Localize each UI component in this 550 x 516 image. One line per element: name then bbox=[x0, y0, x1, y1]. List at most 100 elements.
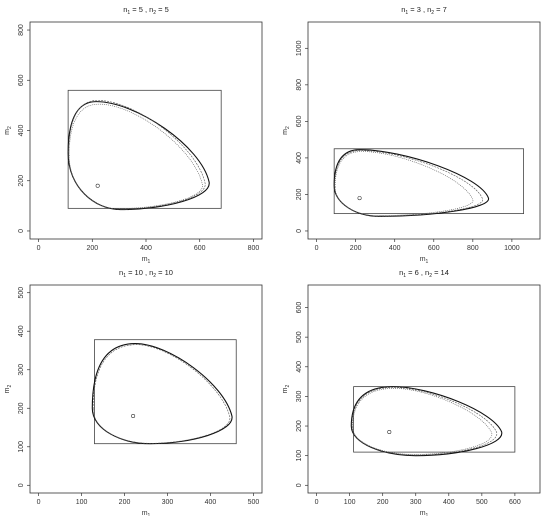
y-axis: 0 100 200 300 400 500 600 m2 bbox=[282, 302, 308, 487]
title-n1-subscript: 1 bbox=[127, 10, 130, 16]
y-axis-label-symbol: m bbox=[282, 129, 289, 135]
title-n1-subscript: 1 bbox=[123, 273, 126, 279]
x-axis-label-subscript: 1 bbox=[148, 259, 151, 265]
title-n2-value: = 14 bbox=[432, 268, 449, 277]
y-tick-label: 600 bbox=[18, 74, 25, 86]
title-n2-value: = 7 bbox=[434, 5, 447, 14]
panel-3: n1 = 10 , n2 = 100 100 200 300 400 500m101002… bbox=[4, 268, 263, 516]
x-axis: 0 200 400 600 800 1000 m1 bbox=[315, 239, 520, 265]
y-tick-label: 300 bbox=[296, 390, 303, 402]
panel-title: n1 = 6 , n2 = 14 bbox=[399, 268, 449, 279]
plot-frame bbox=[29, 21, 263, 240]
y-tick-label: 800 bbox=[18, 24, 25, 36]
panel-4: n1 = 6 , n2 = 140 100 200 300 400 500 600m1010… bbox=[282, 268, 541, 516]
contour-series-1 bbox=[350, 386, 503, 457]
x-axis: 0 200 400 600 800 m1 bbox=[37, 239, 259, 265]
plot-frame bbox=[29, 284, 263, 494]
x-tick-label: 200 bbox=[86, 245, 98, 252]
x-tick-label: 400 bbox=[443, 499, 455, 506]
bounding-rectangle bbox=[67, 89, 222, 209]
x-tick-label: 100 bbox=[76, 499, 88, 506]
y-tick-label: 800 bbox=[296, 79, 303, 91]
contour-series-2 bbox=[334, 150, 483, 217]
y-axis: 0 100 200 300 400 500 m2 bbox=[4, 287, 30, 487]
center-point bbox=[95, 183, 100, 188]
contour-series-2 bbox=[92, 344, 231, 444]
y-tick-label: 1000 bbox=[296, 40, 303, 56]
x-axis-label: m1 bbox=[420, 256, 429, 265]
x-axis-label-subscript: 1 bbox=[426, 259, 429, 265]
panel-2: n1 = 3 , n2 = 70 200 400 600 800 1000m1020040… bbox=[282, 5, 541, 265]
x-tick-label: 400 bbox=[389, 245, 401, 252]
x-tick-label: 800 bbox=[467, 245, 479, 252]
title-n1-symbol: n bbox=[399, 268, 403, 277]
x-tick-label: 200 bbox=[119, 499, 131, 506]
y-tick-label: 400 bbox=[18, 125, 25, 137]
x-tick-label: 0 bbox=[315, 499, 319, 506]
bounding-rectangle bbox=[353, 386, 516, 453]
y-tick-label: 0 bbox=[18, 229, 25, 233]
x-axis: 0 100 200 300 400 500 m1 bbox=[37, 493, 260, 516]
title-n2-subscript: 2 bbox=[431, 10, 434, 16]
x-tick-label: 300 bbox=[410, 499, 422, 506]
y-tick-label: 0 bbox=[18, 483, 25, 487]
x-axis-label-symbol: m bbox=[142, 256, 148, 263]
title-n2-value: = 5 bbox=[156, 5, 169, 14]
center-point bbox=[357, 196, 362, 201]
x-axis: 0 100 200 300 400 500 600 m1 bbox=[315, 493, 521, 516]
title-n1-value: = 3 , n bbox=[408, 5, 431, 14]
center-point bbox=[387, 429, 392, 434]
center-point bbox=[131, 413, 136, 418]
y-axis-label: m2 bbox=[282, 384, 291, 393]
contour-series-1 bbox=[67, 101, 210, 211]
title-n1-value: = 5 , n bbox=[130, 5, 153, 14]
y-tick-label: 200 bbox=[296, 188, 303, 200]
x-tick-label: 1000 bbox=[504, 245, 520, 252]
contour-series-1 bbox=[333, 149, 489, 217]
title-n2-subscript: 2 bbox=[153, 273, 156, 279]
y-tick-label: 600 bbox=[296, 115, 303, 127]
x-tick-label: 600 bbox=[428, 245, 440, 252]
x-tick-label: 100 bbox=[344, 499, 356, 506]
x-tick-label: 600 bbox=[509, 499, 521, 506]
panel-title: n1 = 3 , n2 = 7 bbox=[401, 5, 447, 16]
y-axis-label-subscript: 2 bbox=[7, 126, 13, 129]
title-n1-symbol: n bbox=[119, 268, 123, 277]
title-n1-subscript: 1 bbox=[405, 10, 408, 16]
contour-series-3 bbox=[68, 103, 203, 209]
x-tick-label: 500 bbox=[248, 499, 260, 506]
y-tick-label: 0 bbox=[296, 229, 303, 233]
contour-series-3 bbox=[352, 388, 493, 455]
y-axis: 0 200 400 600 800 m2 bbox=[4, 24, 30, 233]
x-tick-label: 400 bbox=[205, 499, 217, 506]
plot-frame bbox=[307, 21, 541, 240]
y-tick-label: 200 bbox=[296, 420, 303, 432]
x-axis-label-subscript: 1 bbox=[148, 513, 151, 516]
bounding-rectangle bbox=[333, 148, 524, 215]
y-tick-label: 100 bbox=[18, 441, 25, 453]
contour-series-1 bbox=[91, 342, 233, 445]
x-axis-label-symbol: m bbox=[420, 256, 426, 263]
y-tick-label: 200 bbox=[18, 175, 25, 187]
y-axis-label-subscript: 2 bbox=[285, 384, 291, 387]
x-tick-label: 500 bbox=[476, 499, 488, 506]
y-axis-label-symbol: m bbox=[4, 129, 11, 135]
y-axis-label-symbol: m bbox=[282, 387, 289, 393]
x-axis-label: m1 bbox=[142, 510, 151, 516]
title-n1-value: = 6 , n bbox=[406, 268, 429, 277]
x-tick-label: 400 bbox=[140, 245, 152, 252]
y-tick-label: 400 bbox=[18, 325, 25, 337]
x-axis-label-subscript: 1 bbox=[426, 513, 429, 516]
y-tick-label: 500 bbox=[296, 331, 303, 343]
title-n1-subscript: 1 bbox=[403, 273, 406, 279]
title-n2-value: = 10 bbox=[156, 268, 173, 277]
x-axis-label: m1 bbox=[420, 510, 429, 516]
y-tick-label: 0 bbox=[296, 483, 303, 487]
y-tick-label: 500 bbox=[18, 287, 25, 299]
y-axis-label-subscript: 2 bbox=[7, 384, 13, 387]
y-tick-label: 400 bbox=[296, 361, 303, 373]
x-axis-label: m1 bbox=[142, 256, 151, 265]
y-axis-label-symbol: m bbox=[4, 387, 11, 393]
y-axis-label: m2 bbox=[4, 384, 13, 393]
